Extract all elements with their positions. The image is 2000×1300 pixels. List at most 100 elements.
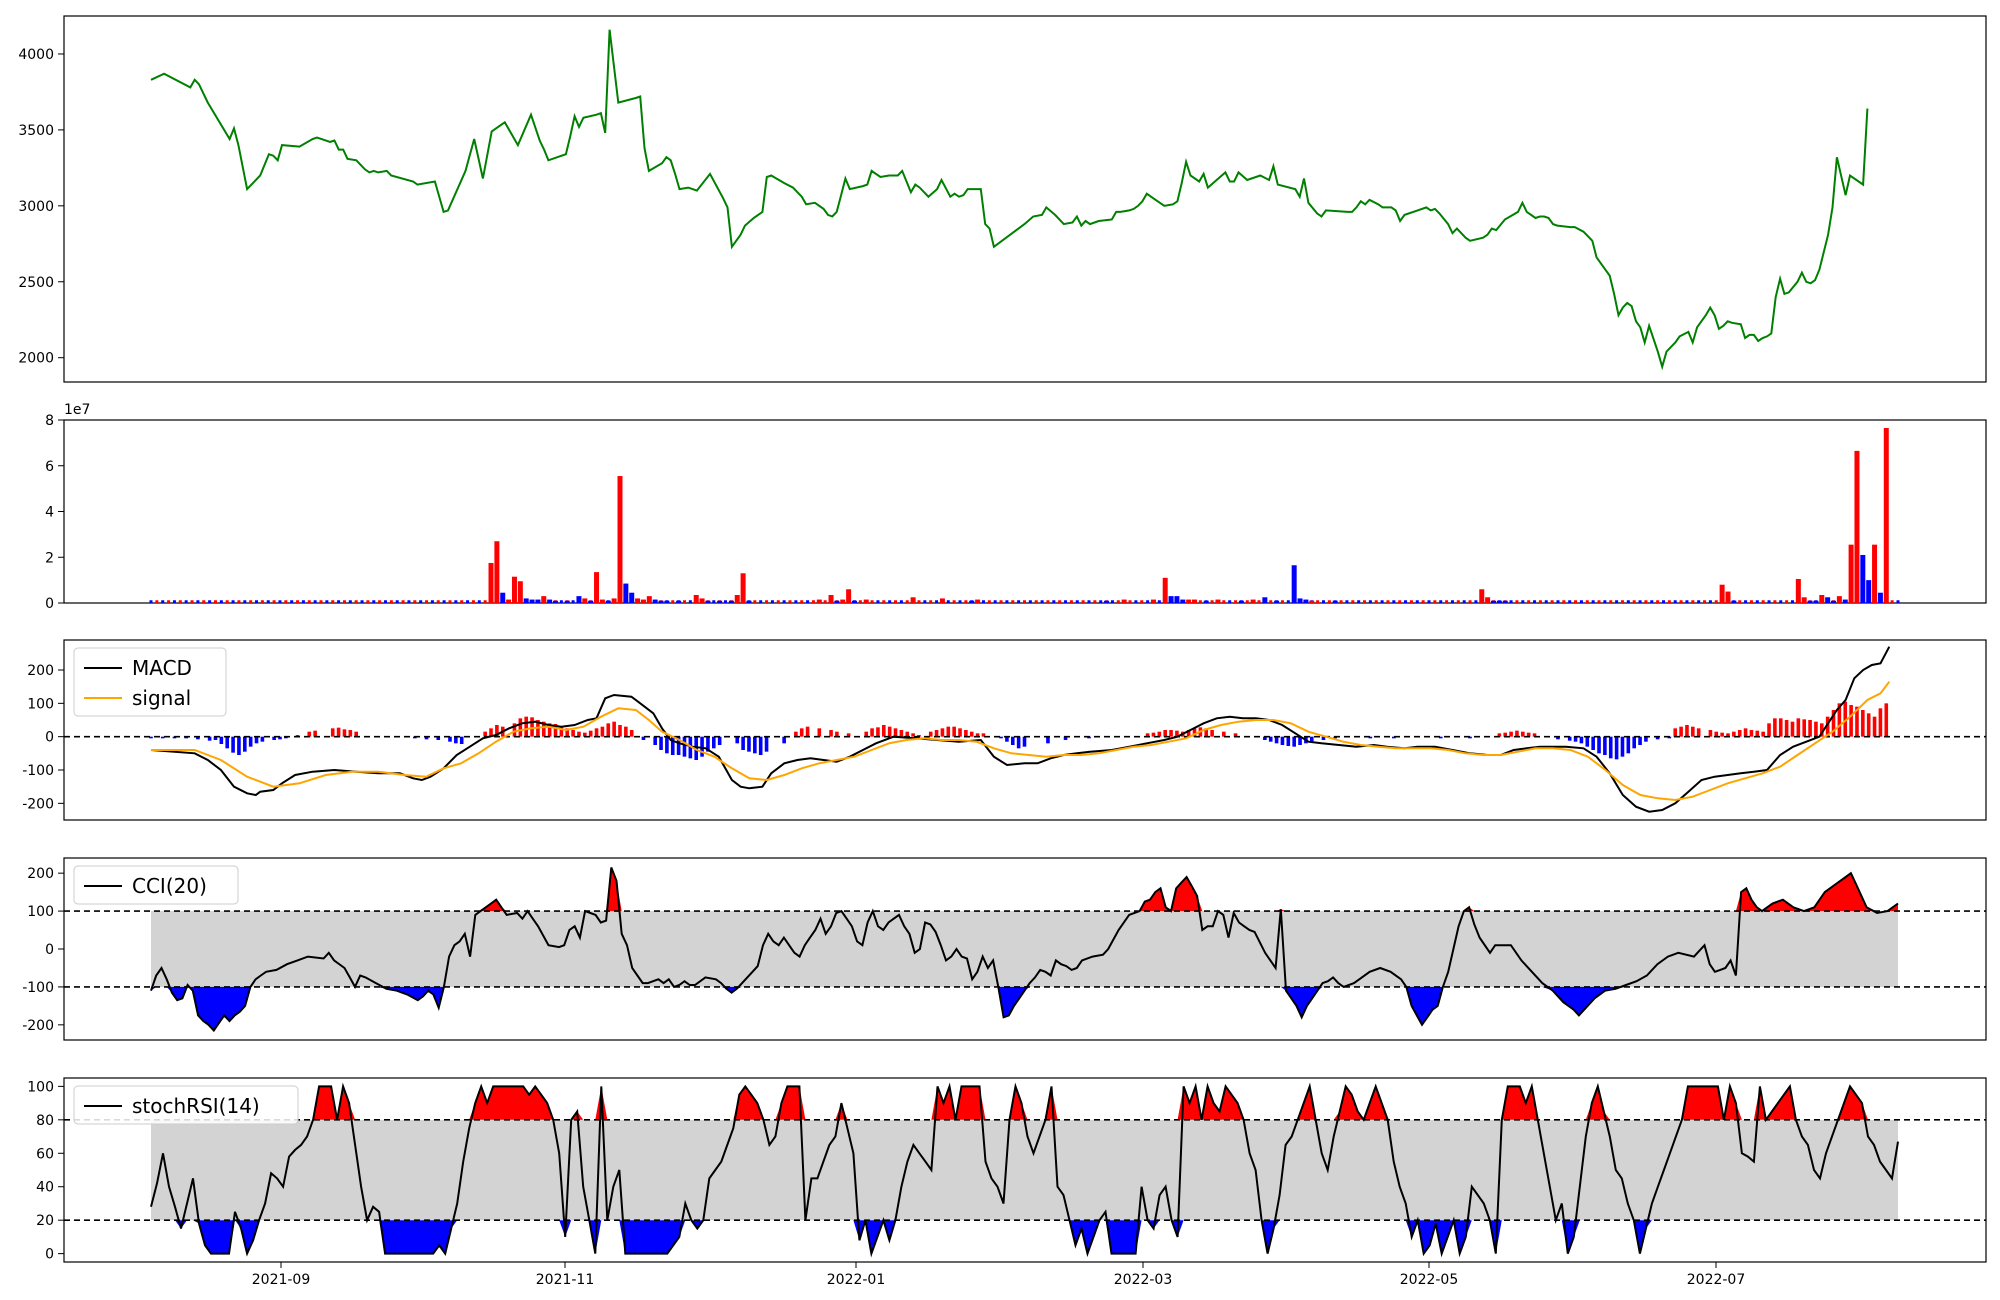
price-ytick-label: 2500 xyxy=(18,275,54,291)
macd-histogram-bar xyxy=(964,730,968,737)
volume-bar xyxy=(1579,600,1583,603)
volume-bar xyxy=(1714,600,1718,603)
macd-histogram-bar xyxy=(354,731,358,737)
volume-ytick-label: 0 xyxy=(45,596,54,612)
volume-bar xyxy=(1550,600,1554,603)
volume-bar xyxy=(776,600,780,603)
x-tick-label: 2022-05 xyxy=(1400,1272,1459,1288)
volume-bar xyxy=(724,600,728,603)
macd-legend-label: signal xyxy=(132,686,191,710)
volume-bar xyxy=(958,600,962,603)
volume-bar xyxy=(863,599,869,603)
macd-line xyxy=(150,646,1891,813)
volume-bar xyxy=(1860,554,1866,603)
volume-bar xyxy=(1332,600,1338,603)
stochrsi-legend-label: stochRSI(14) xyxy=(132,1094,260,1118)
volume-bar xyxy=(1392,600,1396,603)
volume-bar xyxy=(717,600,723,603)
macd-histogram-bar xyxy=(571,730,575,737)
volume-bar xyxy=(401,600,405,603)
macd-histogram-bar xyxy=(618,725,622,737)
x-tick-label: 2022-03 xyxy=(1114,1272,1173,1288)
macd-histogram-bar xyxy=(946,726,951,737)
macd-histogram-bar xyxy=(846,733,851,737)
volume-bar xyxy=(290,600,294,603)
volume-bar xyxy=(1327,600,1331,603)
volume-bar xyxy=(1257,600,1261,603)
macd-histogram-bar xyxy=(682,736,687,757)
price-ytick-label: 3000 xyxy=(18,199,54,215)
volume-bar xyxy=(1597,600,1601,603)
volume-bar xyxy=(929,600,933,603)
macd-histogram-bar xyxy=(454,736,458,744)
volume-bar xyxy=(383,600,387,603)
volume-bar xyxy=(1731,600,1737,603)
volume-bar xyxy=(272,600,276,603)
stochrsi-ytick-label: 40 xyxy=(36,1180,54,1196)
volume-bar xyxy=(1250,599,1256,603)
volume-bar xyxy=(319,600,323,603)
macd-histogram-bar xyxy=(1796,718,1801,737)
macd-histogram-bar xyxy=(1761,731,1765,737)
macd-histogram-bar xyxy=(1866,713,1871,737)
macd-histogram-bar xyxy=(1163,730,1167,737)
macd-histogram-bar xyxy=(1222,731,1226,737)
macd-histogram-bar xyxy=(928,731,933,737)
volume-bar xyxy=(454,600,458,603)
volume-bar xyxy=(1509,600,1513,603)
volume-bar xyxy=(1502,600,1508,603)
macd-histogram-bar xyxy=(1819,723,1824,737)
macd-histogram-bar xyxy=(524,716,528,737)
volume-bar xyxy=(858,600,862,603)
volume-bar xyxy=(1538,600,1542,603)
volume-bar xyxy=(1638,600,1642,603)
volume-bar xyxy=(1280,600,1284,603)
volume-bar xyxy=(430,600,434,603)
cci-legend-label: CCI(20) xyxy=(132,874,207,898)
volume-bar xyxy=(623,583,629,603)
volume-bar xyxy=(196,600,200,603)
macd-histogram-bar xyxy=(594,728,599,737)
macd-histogram-bar xyxy=(459,736,464,744)
volume-bar xyxy=(1848,544,1854,603)
stochrsi-ytick-label: 20 xyxy=(36,1213,54,1229)
macd-histogram-bar xyxy=(747,736,751,752)
volume-bar xyxy=(219,600,223,603)
volume-bar xyxy=(1496,600,1502,603)
price-ytick-label: 2000 xyxy=(18,351,54,367)
volume-bar xyxy=(765,600,769,603)
volume-bar xyxy=(208,600,212,603)
volume-bar xyxy=(348,600,352,603)
macd-histogram-bar xyxy=(940,728,945,737)
volume-bar xyxy=(846,589,852,603)
macd-histogram-bar xyxy=(1233,733,1238,737)
macd-histogram-bar xyxy=(694,736,699,760)
volume-bar xyxy=(981,600,985,603)
macd-histogram-bar xyxy=(670,736,675,755)
volume-bar xyxy=(1515,600,1519,603)
volume-bar xyxy=(699,598,705,603)
macd-histogram-bar xyxy=(817,728,822,737)
macd-histogram-bar xyxy=(1720,732,1724,737)
volume-bar xyxy=(471,600,475,603)
volume-bar xyxy=(1069,600,1073,603)
volume-bar xyxy=(1174,596,1180,603)
volume-bar xyxy=(946,600,950,603)
volume-bar xyxy=(882,600,886,603)
stochrsi-neutral-band xyxy=(151,1119,1898,1221)
volume-bar xyxy=(1725,591,1731,603)
macd-histogram-bar xyxy=(541,721,546,737)
macd-histogram-bar xyxy=(307,731,312,737)
macd-histogram-bar xyxy=(717,736,722,745)
volume-bar xyxy=(488,562,494,603)
macd-histogram-bar xyxy=(1573,736,1578,742)
volume-bar xyxy=(337,600,341,603)
macd-histogram-bar xyxy=(436,736,441,740)
volume-bar xyxy=(671,600,675,603)
volume-ytick-label: 4 xyxy=(45,505,54,521)
volume-bar xyxy=(1632,600,1636,603)
volume-bar xyxy=(1380,600,1384,603)
macd-histogram-bar xyxy=(1368,736,1373,739)
price-ytick-label: 3500 xyxy=(18,123,54,139)
macd-histogram-bar xyxy=(336,727,341,737)
